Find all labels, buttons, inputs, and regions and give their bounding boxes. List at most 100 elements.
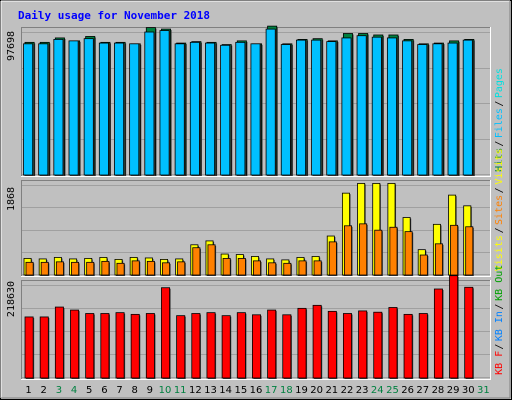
panel-1-sites-bar-day-20 xyxy=(313,260,322,276)
panel-1-sites-bar-day-27 xyxy=(419,254,428,276)
panel-1-sites-bar-day-4 xyxy=(71,261,80,276)
panel-2-kb-f-bar-day-30 xyxy=(464,286,474,379)
chart-panels: 97698Hits/Files/Pages1868Visits/Sites/Vi… xyxy=(6,25,505,396)
panel-0-files-bar-day-14 xyxy=(220,44,231,176)
x-tick-label-day-3: 3 xyxy=(56,385,62,396)
panel-2-legend-1: KB In xyxy=(494,311,505,341)
panel-2-kb-f-bar-day-25 xyxy=(388,307,398,379)
panel-1-sites-bar-day-22 xyxy=(343,225,352,276)
panel-1-sites-bar-day-3 xyxy=(55,261,64,276)
panel-0-files-bar-day-5 xyxy=(83,38,94,176)
panel-0-files-bar-day-24 xyxy=(371,36,382,176)
panel-2-kb-f-bar-day-6 xyxy=(100,313,110,379)
panel-2-kb-f-bar-day-3 xyxy=(54,306,64,379)
panel-0-files-bar-day-17 xyxy=(265,28,276,176)
panel-2-kb-f-bar-day-13 xyxy=(206,312,216,379)
panel-1-sites-bar-day-23 xyxy=(359,223,368,276)
panel-2-legend-sep-0: / xyxy=(494,344,505,350)
panel-2-kb-f-bar-day-23 xyxy=(358,310,368,379)
panel-2-kb-f-bar-day-22 xyxy=(342,313,352,379)
x-tick-label-day-30: 30 xyxy=(462,385,475,396)
x-tick-label-day-12: 12 xyxy=(189,385,202,396)
panel-0-files-bar-day-7 xyxy=(114,42,125,176)
panel-2-kb-f-bar-day-19 xyxy=(297,307,307,379)
x-tick-label-day-6: 6 xyxy=(101,385,107,396)
panel-0-files-bar-day-29 xyxy=(447,42,458,176)
x-tick-label-day-21: 21 xyxy=(325,385,338,396)
panel-2-kb-f-bar-day-5 xyxy=(85,313,95,379)
panel-2-legend-0: KB F xyxy=(494,351,505,375)
x-tick-label-day-4: 4 xyxy=(71,385,77,396)
panel-1-sites-bar-day-16 xyxy=(253,260,261,276)
panel-0-files-bar-day-2 xyxy=(38,43,49,176)
panel-0-legend-0: Hits xyxy=(494,148,505,172)
panel-2-kb-f-bar-day-28 xyxy=(433,288,443,379)
x-tick-label-day-16: 16 xyxy=(250,385,263,396)
x-tick-label-day-22: 22 xyxy=(341,385,354,396)
panel-1-sites-bar-day-15 xyxy=(237,258,246,276)
x-tick-label-day-13: 13 xyxy=(204,385,217,396)
panel-2-kb-f-bar-day-15 xyxy=(236,312,246,379)
panel-2-legend-sep-1: / xyxy=(494,304,505,310)
panel-2-kb-f-bar-day-8 xyxy=(130,313,140,379)
panel-1-legend-1: Sites xyxy=(494,195,505,225)
x-tick-label-day-20: 20 xyxy=(310,385,323,396)
panel-1-sites-bar-day-18 xyxy=(283,262,292,276)
panel-2-kb-f-bar-day-2 xyxy=(39,316,49,379)
panel-1-sites-bar-day-24 xyxy=(374,229,383,276)
panel-0-files-bar-day-23 xyxy=(356,35,367,176)
panel-2-kb-f-bar-day-27 xyxy=(418,313,428,379)
panel-0-files-bar-day-16 xyxy=(250,43,261,176)
panel-2-kb-f-bar-day-12 xyxy=(191,313,201,379)
x-tick-label-day-11: 11 xyxy=(174,385,187,396)
x-tick-label-day-19: 19 xyxy=(295,385,308,396)
panel-1-sites-bar-day-19 xyxy=(298,260,307,276)
panel-2-legend-2: KB Out xyxy=(494,265,505,301)
panel-0-files-bar-day-10 xyxy=(159,30,170,176)
panel-1-sites-bar-day-25 xyxy=(389,226,398,276)
panel-1-sites-bar-day-7 xyxy=(116,262,125,276)
panel-0-legend-sep-1: / xyxy=(494,101,505,107)
x-tick-label-day-24: 24 xyxy=(371,385,384,396)
panel-1-sites-bar-day-30 xyxy=(465,226,474,276)
panel-2-kb-f-bar-day-9 xyxy=(145,313,155,379)
panel-2-kb-f-bar-day-17 xyxy=(267,309,277,379)
panel-1-sites-bar-day-13 xyxy=(207,244,216,276)
panel-1-sites-bar-day-28 xyxy=(434,243,443,276)
x-tick-label-day-31: 31 xyxy=(477,385,490,396)
panel-1-sites-bar-day-11 xyxy=(177,261,186,276)
x-tick-label-day-2: 2 xyxy=(41,385,47,396)
x-tick-label-day-1: 1 xyxy=(25,385,31,396)
panel-1-ymax-label: 1868 xyxy=(6,187,17,211)
panel-0-files-bar-day-30 xyxy=(462,39,473,176)
panel-1-legend-0: Visits xyxy=(494,235,505,271)
panel-0-files-bar-day-26 xyxy=(402,40,413,176)
x-tick-label-day-5: 5 xyxy=(86,385,92,396)
panel-0-files-bar-day-22 xyxy=(341,37,352,176)
x-tick-label-day-28: 28 xyxy=(432,385,445,396)
panel-2-ymax-label: 218630 xyxy=(6,281,17,317)
panel-0-files-bar-day-19 xyxy=(296,39,306,176)
panel-0-files-bar-day-4 xyxy=(68,40,79,176)
panel-1-sites-bar-day-8 xyxy=(131,260,140,276)
panel-1-sites-bar-day-1 xyxy=(25,261,34,276)
panel-1-sites-bar-day-26 xyxy=(404,231,413,276)
panel-0-files-bar-day-9 xyxy=(144,31,155,176)
panel-0-files-bar-day-15 xyxy=(235,41,246,176)
chart-title: Daily usage for November 2018 xyxy=(18,9,210,22)
x-tick-label-day-10: 10 xyxy=(159,385,172,396)
panel-0-files-bar-day-28 xyxy=(432,43,443,176)
panel-0-ymax-label: 97698 xyxy=(6,31,17,61)
panel-1-sites-bar-day-2 xyxy=(40,261,49,276)
panel-0-files-bar-day-18 xyxy=(280,44,291,176)
panel-2-kb-f-bar-day-18 xyxy=(282,314,292,379)
panel-1-legend-2: Visits xyxy=(494,149,505,185)
panel-1-sites-bar-day-21 xyxy=(328,241,337,276)
x-tick-label-day-7: 7 xyxy=(116,385,122,396)
panel-2-kb-f-bar-day-4 xyxy=(70,309,80,379)
x-tick-label-day-25: 25 xyxy=(386,385,399,396)
panel-1-sites-bar-day-10 xyxy=(162,262,171,276)
x-tick-label-day-27: 27 xyxy=(416,385,429,396)
panel-0-files-bar-day-3 xyxy=(53,38,64,176)
panel-1-sites-bar-day-14 xyxy=(222,258,231,276)
